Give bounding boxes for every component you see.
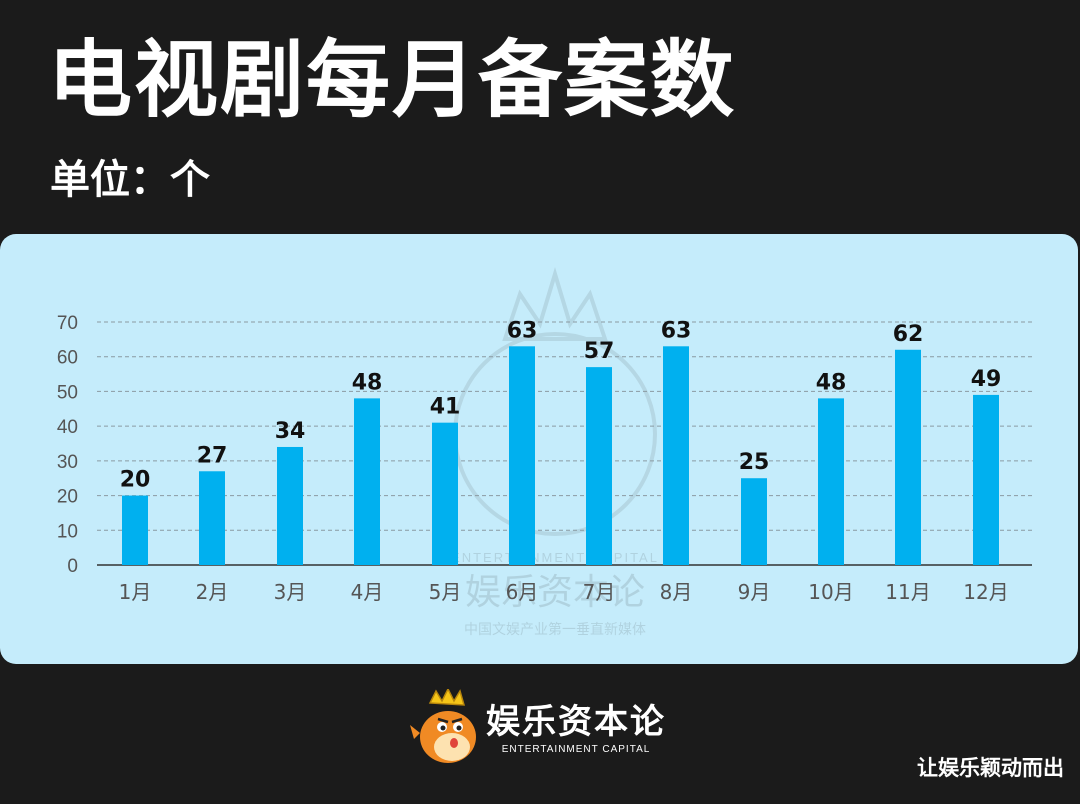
data-label: 41 [430,395,461,420]
bar [509,346,535,565]
chart-panel: ENTERTAINMENT CAPITAL 娱乐资本论 中国文娱产业第一垂直新媒… [0,234,1078,664]
x-tick-label: 4月 [351,580,384,604]
y-tick-label: 60 [57,348,78,369]
footer-brand: 娱乐资本论 ENTERTAINMENT CAPITAL [408,688,666,768]
x-tick-label: 9月 [738,580,771,604]
x-tick-label: 11月 [885,580,930,604]
watermark-en: ENTERTAINMENT CAPITAL [451,550,659,565]
brand-name: 娱乐资本论 [486,701,666,742]
unit-label: 单位：个 [50,157,210,203]
bar [741,478,767,565]
bar [432,422,458,565]
y-axis: 0 10 20 30 40 50 60 70 [57,313,78,577]
data-label: 34 [275,419,306,444]
x-tick-label: 10月 [808,580,853,604]
footer-credit: 让娱乐颖动而出 [917,756,1064,780]
data-label: 63 [507,318,538,343]
data-label: 62 [893,322,924,347]
bar [354,398,380,565]
x-tick-label: 2月 [196,580,229,604]
bar [895,349,921,565]
y-tick-label: 0 [67,556,78,577]
data-label: 48 [816,370,847,395]
data-label: 49 [971,367,1002,392]
watermark-name: 娱乐资本论 [465,572,645,613]
data-label: 57 [584,339,615,364]
x-tick-label: 5月 [429,580,462,604]
data-label: 20 [120,468,151,493]
bars [122,346,999,565]
grid [97,321,1032,566]
bar [663,346,689,565]
y-tick-label: 20 [57,487,78,508]
y-tick-label: 10 [57,521,78,542]
bar [277,446,303,565]
data-label: 25 [739,450,770,475]
x-axis: 1月 2月 3月 4月 5月 6月 7月 8月 9月 10月 11月 12月 [119,580,1009,604]
y-tick-label: 40 [57,417,78,438]
data-labels: 20 27 34 48 41 63 57 63 25 48 62 49 [120,318,1002,492]
data-label: 48 [352,370,383,395]
x-tick-label: 12月 [963,580,1008,604]
bar [586,367,612,565]
bar [818,398,844,565]
watermark-tagline: 中国文娱产业第一垂直新媒体 [464,621,646,638]
y-tick-label: 50 [57,382,78,403]
y-tick-label: 30 [57,452,78,473]
brand-english: ENTERTAINMENT CAPITAL [501,743,651,755]
data-label: 27 [197,443,228,468]
bar [122,495,148,565]
x-tick-label: 7月 [583,580,616,604]
data-label: 63 [661,318,692,343]
y-tick-label: 70 [57,313,78,334]
x-tick-label: 1月 [119,580,152,604]
bar [199,471,225,565]
bar [973,394,999,565]
x-tick-label: 3月 [274,580,307,604]
watermark: ENTERTAINMENT CAPITAL 娱乐资本论 中国文娱产业第一垂直新媒… [451,267,659,638]
x-tick-label: 8月 [660,580,693,604]
brand-mascot-icon [410,689,476,763]
page-title: 电视剧每月备案数 [48,31,737,129]
bar-chart: ENTERTAINMENT CAPITAL 娱乐资本论 中国文娱产业第一垂直新媒… [57,267,1032,638]
x-tick-label: 6月 [506,580,539,604]
